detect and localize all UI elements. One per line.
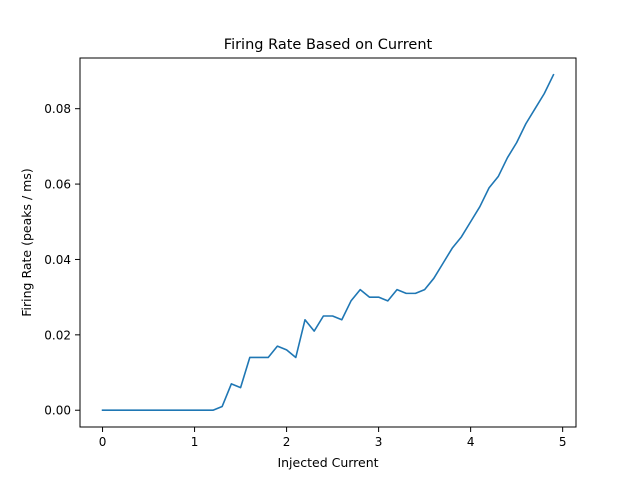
x-tick-label: 1 bbox=[191, 435, 199, 449]
series-line-0 bbox=[101, 73, 555, 412]
y-tick-label: 0.08 bbox=[44, 102, 71, 116]
y-tick-label: 0.06 bbox=[44, 178, 71, 192]
y-tick-label: 0.00 bbox=[44, 404, 71, 418]
plot-area bbox=[101, 73, 555, 412]
x-tick-label: 0 bbox=[99, 435, 107, 449]
y-axis: 0.00 0.02 0.04 0.06 0.08 bbox=[44, 102, 80, 418]
x-axis: 0 1 2 3 4 5 bbox=[99, 427, 567, 449]
x-tick-label: 2 bbox=[283, 435, 291, 449]
axes-frame bbox=[79, 57, 577, 428]
y-tick-label: 0.04 bbox=[44, 253, 71, 267]
x-axis-label: Injected Current bbox=[277, 455, 378, 470]
x-tick-label: 5 bbox=[559, 435, 567, 449]
x-tick-label: 3 bbox=[375, 435, 383, 449]
y-tick-label: 0.02 bbox=[44, 328, 71, 342]
chart-title: Firing Rate Based on Current bbox=[224, 37, 433, 53]
x-tick-label: 4 bbox=[467, 435, 475, 449]
y-axis-label: Firing Rate (peaks / ms) bbox=[19, 168, 34, 316]
